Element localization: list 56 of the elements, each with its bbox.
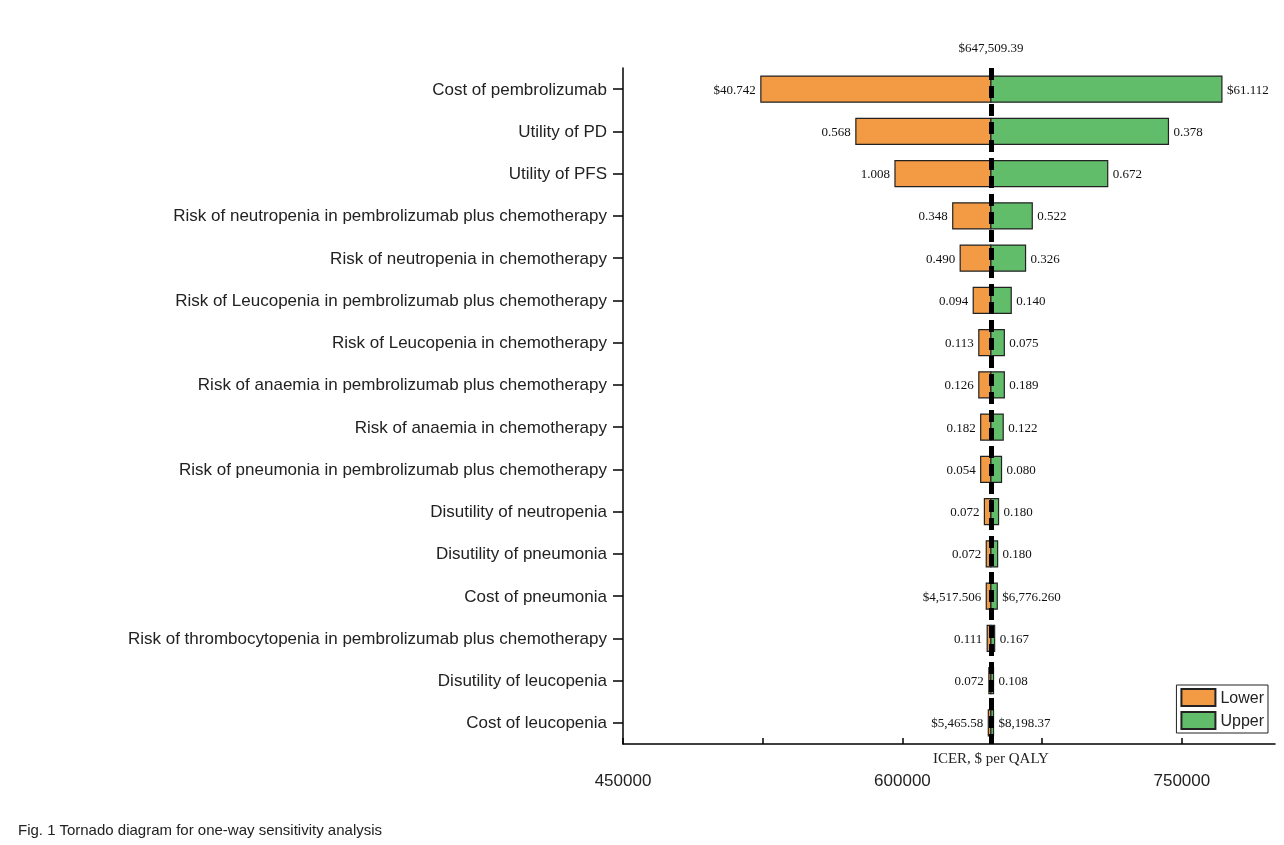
x-tick-label: 450000 xyxy=(594,771,652,790)
annotation: 0.672 xyxy=(1112,166,1142,182)
annotation: 0.126 xyxy=(944,377,975,393)
y-tick-label: Risk of neutropenia in chemotherapy xyxy=(330,248,608,268)
annotation: 0.072 xyxy=(954,673,984,689)
annotation: 0.326 xyxy=(1030,250,1061,266)
y-tick-label: Risk of anaemia in pembrolizumab plus chemotherapy xyxy=(197,375,608,395)
annotation: 0.348 xyxy=(918,208,948,224)
legend-label: Upper xyxy=(1220,712,1265,729)
annotation: $40.742 xyxy=(713,81,756,97)
annotation: 0.072 xyxy=(952,546,982,562)
annotation: 1.008 xyxy=(860,166,890,182)
y-tick-label: Utility of PFS xyxy=(508,164,607,184)
annotation: 0.189 xyxy=(1009,377,1039,393)
annotation: 0.080 xyxy=(1006,461,1036,477)
annotation: 0.094 xyxy=(938,292,969,308)
annotation: 0.378 xyxy=(1173,123,1203,139)
annotation: $61.112 xyxy=(1226,81,1269,97)
y-tick-label: Risk of thrombocytopenia in pembrolizumab plus chemotherapy xyxy=(127,628,608,648)
y-tick-label: Utility of PD xyxy=(518,121,607,141)
y-tick-label: Cost of pembrolizumab xyxy=(432,79,607,99)
annotation: 0.490 xyxy=(925,250,956,266)
annotation: 0.140 xyxy=(1016,292,1046,308)
annotation: 0.180 xyxy=(1003,504,1033,520)
annotation: 0.182 xyxy=(946,419,976,435)
annotation: $8,198.37 xyxy=(998,715,1052,731)
y-tick-label: Risk of pneumonia in pembrolizumab plus chemotherapy xyxy=(178,459,608,479)
y-tick-label: Cost of pneumonia xyxy=(464,586,608,606)
y-tick-label: Cost of leucopenia xyxy=(466,713,608,733)
x-tick-label: 750000 xyxy=(1153,771,1211,790)
y-tick-label: Risk of neutropenia in pembrolizumab plus chemotherapy xyxy=(173,206,608,226)
annotation: $4,517.506 xyxy=(922,588,982,604)
x-axis-title: ICER, $ per QALY xyxy=(932,749,1050,766)
annotation: 0.522 xyxy=(1037,208,1067,224)
annotation: 0.111 xyxy=(953,630,983,646)
caption: Fig. 1 Tornado diagram for one-way sensitivity analysis xyxy=(18,821,383,838)
annotation: 0.167 xyxy=(999,630,1030,646)
annotation: 0.180 xyxy=(1002,546,1032,562)
annotation: 0.122 xyxy=(1008,419,1038,435)
y-tick-label: Disutility of neutropenia xyxy=(430,502,608,522)
y-tick-label: Disutility of pneumonia xyxy=(435,544,608,564)
annotation: 0.072 xyxy=(950,504,980,520)
annotation: 0.113 xyxy=(945,335,974,351)
annotation: 0.568 xyxy=(821,123,851,139)
legend-label: Lower xyxy=(1220,689,1265,706)
y-tick-label: Risk of anaemia in chemotherapy xyxy=(354,417,608,437)
annotation: 0.054 xyxy=(946,461,977,477)
y-tick-label: Disutility of leucopenia xyxy=(437,671,608,691)
x-tick-label: 600000 xyxy=(874,771,931,790)
annotation: 0.075 xyxy=(1009,335,1039,351)
y-tick-label: Risk of Leucopenia in chemotherapy xyxy=(332,333,608,353)
y-tick-label: Risk of Leucopenia in pembrolizumab plus chemotherapy xyxy=(175,290,608,310)
annotation: $6,776.260 xyxy=(1002,588,1061,604)
annotation: $5,465.58 xyxy=(931,715,984,731)
ref-line-label: $647,509.39 xyxy=(958,40,1024,55)
annotation: 0.108 xyxy=(998,673,1028,689)
